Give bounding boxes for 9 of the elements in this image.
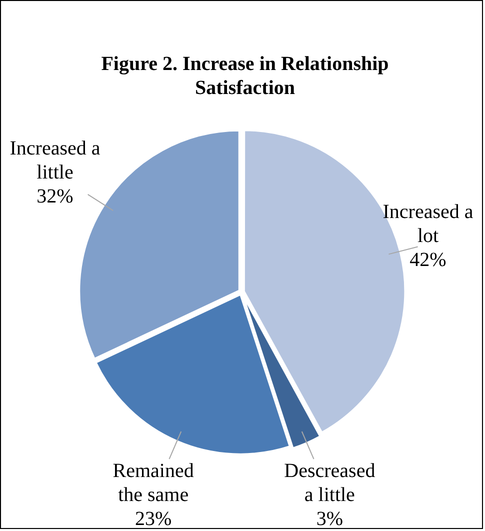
slice-label: Descreased a little bbox=[284, 460, 376, 506]
slice-label: Increased a lot bbox=[382, 201, 474, 248]
slice-label: Remained the same bbox=[112, 460, 194, 506]
data-label: 23% bbox=[134, 508, 172, 530]
data-label: 3% bbox=[316, 508, 344, 530]
slice-label: Increased a little bbox=[10, 137, 100, 184]
data-label: 32% bbox=[36, 185, 74, 208]
chart-title: Figure 2. Increase in Relationship Satisfaction bbox=[100, 52, 390, 100]
data-label: 42% bbox=[410, 249, 446, 272]
